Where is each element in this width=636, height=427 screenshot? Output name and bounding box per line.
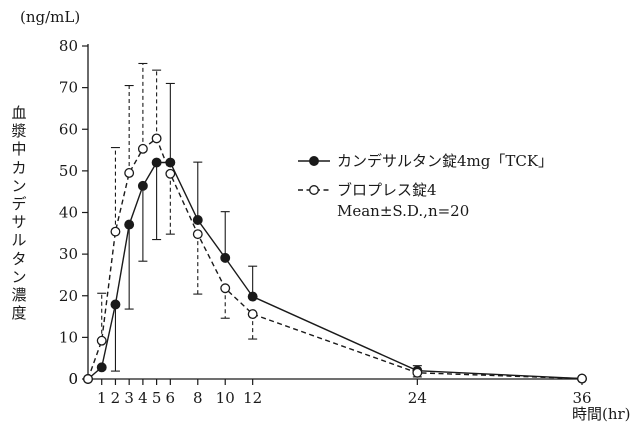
- data-point: [110, 226, 121, 237]
- legend-label-1: カンデサルタン錠4mg「TCK」: [337, 152, 553, 170]
- x-tick-label: 4: [138, 389, 148, 407]
- y-axis-label-char: ル: [11, 231, 27, 250]
- y-tick-label: 30: [59, 245, 78, 263]
- y-tick-label: 80: [59, 37, 78, 55]
- y-axis-label-char: 中: [11, 140, 27, 159]
- data-point: [124, 168, 135, 178]
- y-tick-label: 0: [68, 370, 78, 388]
- data-point: [247, 291, 258, 302]
- x-tick-label: 2: [111, 389, 121, 407]
- data-point: [192, 229, 203, 240]
- x-tick-label: 5: [152, 389, 162, 407]
- x-tick-label: 36: [572, 389, 591, 407]
- y-tick-label: 60: [59, 120, 78, 138]
- y-axis-label-char: ン: [11, 267, 27, 286]
- legend-label-2: ブロプレス錠4: [337, 181, 437, 199]
- data-point: [124, 219, 135, 230]
- legend-marker-2: [309, 185, 319, 195]
- data-point: [165, 168, 176, 179]
- y-axis-label-char: タ: [11, 249, 27, 268]
- y-axis-label-char: サ: [11, 213, 27, 232]
- series-2: [83, 62, 587, 384]
- data-point: [151, 133, 162, 144]
- y-axis-label-char: デ: [11, 195, 27, 214]
- data-point: [220, 252, 231, 263]
- y-tick-label: 20: [59, 287, 78, 305]
- x-tick-label: 1: [97, 389, 107, 407]
- data-point: [577, 373, 587, 384]
- y-axis-label-char: 濃: [11, 286, 27, 305]
- legend: カンデサルタン錠4mg「TCK」ブロプレス錠4 Mean±S.D.,n=20: [298, 152, 553, 220]
- data-point: [192, 215, 203, 225]
- x-tick-label: 10: [216, 389, 235, 407]
- data-point: [412, 367, 423, 378]
- y-tick-label: 50: [59, 162, 78, 180]
- origin-label: 0: [68, 370, 78, 388]
- y-axis-label: 血漿中カンデサルタン濃度: [8, 104, 30, 322]
- data-point: [110, 299, 121, 310]
- y-axis-label-char: 度: [11, 304, 27, 323]
- y-tick-label: 40: [59, 204, 78, 222]
- data-point: [96, 362, 107, 373]
- x-tick-label: 3: [124, 389, 134, 407]
- x-tick-label: 6: [166, 389, 176, 407]
- plot-area: [83, 62, 587, 384]
- y-tick-label: 70: [59, 79, 78, 97]
- data-point: [137, 180, 148, 191]
- legend-note: Mean±S.D.,n=20: [337, 202, 469, 220]
- x-tick-label: 8: [193, 389, 203, 407]
- x-tick-label: 12: [243, 389, 262, 407]
- data-point: [137, 143, 148, 154]
- data-point: [247, 309, 258, 320]
- legend-marker-1: [309, 156, 319, 166]
- y-axis-label-char: カ: [11, 158, 27, 177]
- y-unit-label: (ng/mL): [20, 8, 80, 26]
- x-tick-label: 24: [408, 389, 427, 407]
- series-line: [87, 137, 583, 380]
- series-line: [87, 161, 583, 380]
- data-point: [96, 335, 107, 346]
- data-point: [220, 283, 231, 294]
- data-point: [151, 157, 162, 168]
- y-tick-label: 10: [59, 328, 78, 346]
- data-point: [83, 374, 93, 384]
- y-axis-label-char: ン: [11, 176, 27, 195]
- x-unit-label: 時間(hr): [572, 405, 631, 423]
- series-1: [83, 82, 587, 384]
- y-axis-label-char: 漿: [11, 122, 27, 141]
- y-axis-label-char: 血: [11, 104, 27, 122]
